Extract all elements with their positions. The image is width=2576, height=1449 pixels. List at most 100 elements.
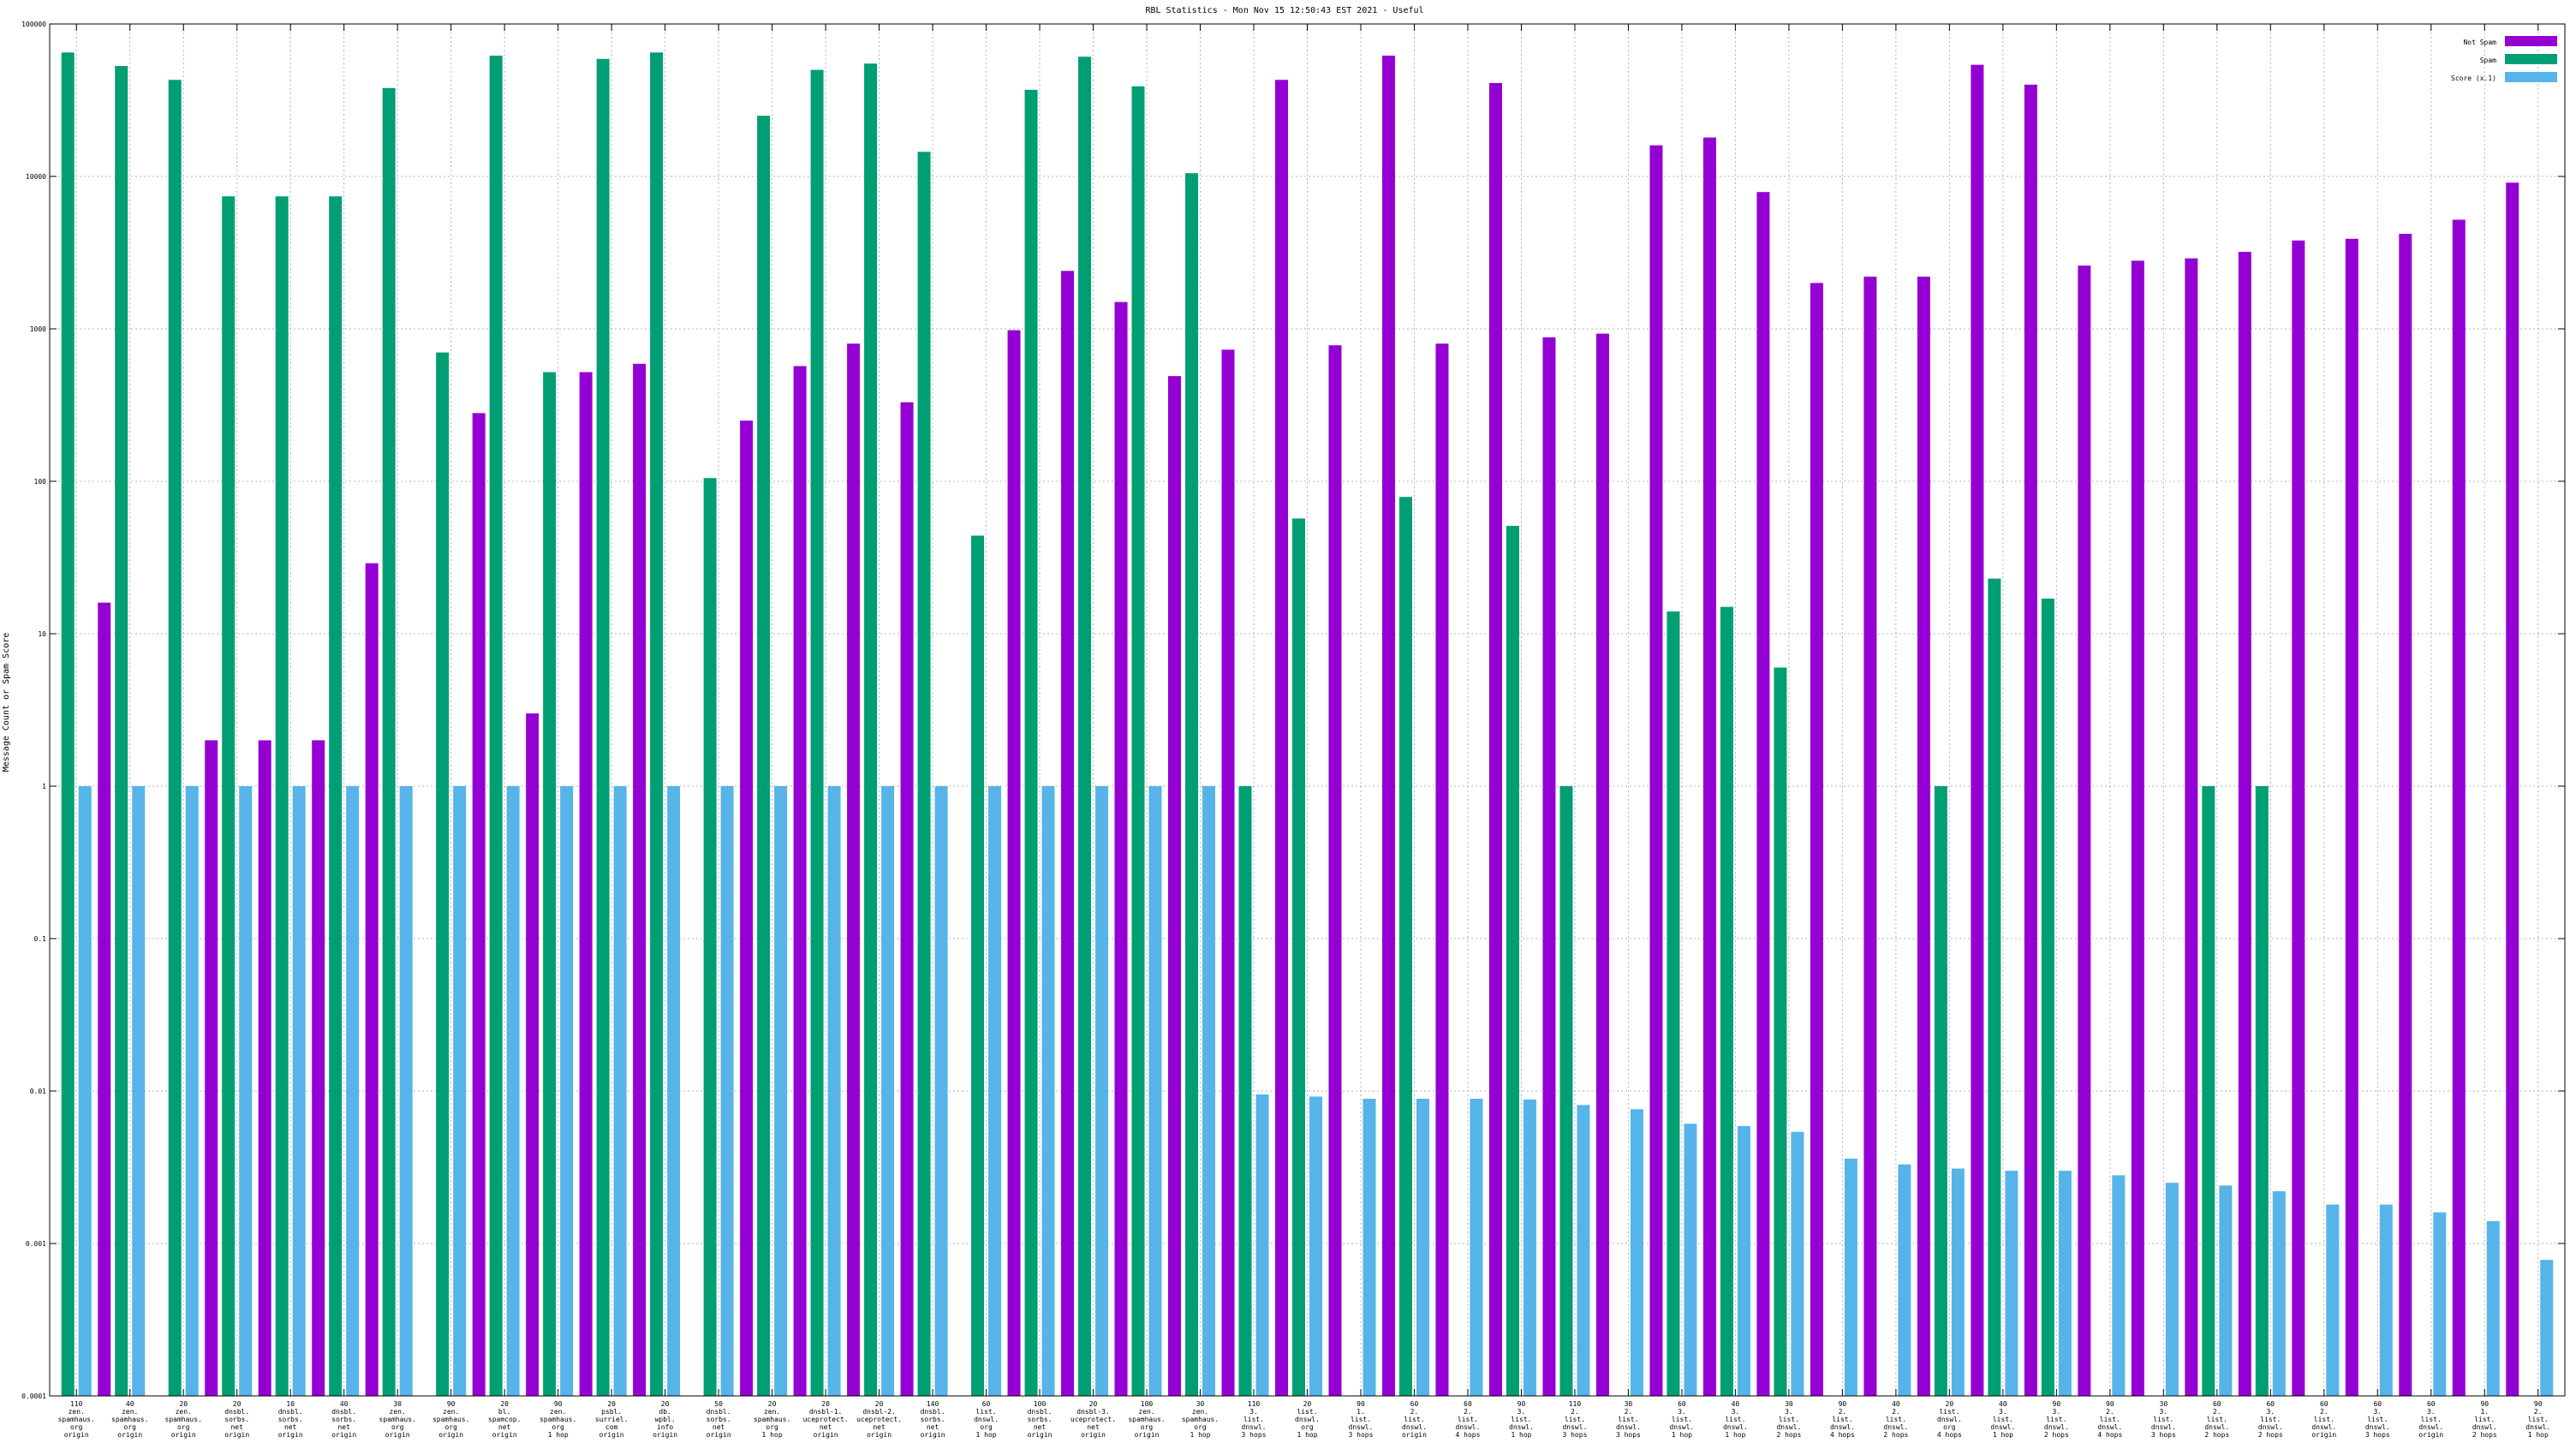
x-tick-label-line: 3 hops	[1562, 1431, 1587, 1439]
bar-spam	[1398, 497, 1412, 1396]
x-tick-label-line: dnswl.	[2097, 1423, 2122, 1431]
x-tick-label: 40 3. list. dnswl. 1 hop	[1990, 1400, 2015, 1439]
x-tick-label-line: dnswl.	[2151, 1423, 2176, 1431]
x-tick-label: 90 zen. spamhaus. org origin	[432, 1400, 469, 1439]
bar-score-x-1	[292, 786, 306, 1396]
x-tick-label-line: 1 hop	[976, 1431, 997, 1439]
x-tick-label-line: org	[552, 1423, 564, 1431]
x-tick-label-line: sorbs.	[278, 1416, 303, 1423]
bar-spam	[168, 80, 182, 1396]
bar-spam	[864, 63, 878, 1396]
x-tick-label-line: 1 hop	[1297, 1431, 1317, 1439]
x-tick-label: 30 zen. spamhaus. org 1 hop	[1182, 1400, 1219, 1439]
x-tick-label-line: 90	[554, 1400, 563, 1408]
bar-score-x-1	[1737, 1125, 1750, 1396]
x-tick-label-line: 20	[875, 1400, 884, 1408]
x-tick-label-line: 2.	[1625, 1408, 1633, 1416]
x-tick-label-line: list.	[1618, 1416, 1638, 1423]
bar-not-spam	[2078, 265, 2091, 1396]
x-tick-label-line: 20	[1089, 1400, 1098, 1408]
bar-not-spam	[1863, 277, 1877, 1396]
x-tick-label-line: spamhaus.	[1182, 1416, 1219, 1423]
x-tick-label-line: 2.	[2320, 1408, 2329, 1416]
bar-not-spam	[1168, 376, 1182, 1396]
bar-not-spam	[365, 563, 379, 1396]
x-tick-label-line: 60	[2373, 1400, 2382, 1408]
bar-not-spam	[526, 713, 540, 1396]
x-tick-label-line: list.	[1511, 1416, 1531, 1423]
x-tick-label-line: 100	[1141, 1400, 1154, 1408]
x-tick-label-line: 3 hops	[1242, 1431, 1267, 1439]
bar-score-x-1	[613, 786, 627, 1396]
x-tick-label-line: 40	[1732, 1400, 1740, 1408]
x-tick-label-line: origin	[599, 1431, 624, 1439]
x-tick-label-line: 90	[2053, 1400, 2061, 1408]
x-tick-label-line: 90	[2480, 1400, 2489, 1408]
x-tick-label-line: spamhaus.	[379, 1416, 416, 1423]
x-tick-label: 20 dnsbl-3. uceprotect. net origin	[1070, 1400, 1116, 1439]
x-tick-label-line: net	[1087, 1423, 1100, 1431]
bar-score-x-1	[506, 786, 520, 1396]
bar-not-spam	[2292, 240, 2305, 1396]
bar-score-x-1	[1148, 786, 1162, 1396]
x-tick-label: 90 3. list. dnswl. 1 hop	[1509, 1400, 1534, 1439]
x-tick-label-line: list.	[976, 1408, 997, 1416]
x-tick-label: 60 2. list. dnswl. origin	[1402, 1400, 1427, 1439]
bar-spam	[810, 69, 824, 1396]
y-tick-label: 0.0001	[21, 1392, 46, 1400]
bar-score-x-1	[78, 786, 92, 1396]
x-tick-label-line: 3.	[2373, 1408, 2382, 1416]
y-tick-label: 100	[34, 478, 47, 486]
bar-score-x-1	[2433, 1212, 2447, 1396]
x-tick-label-line: dnswl.	[1242, 1423, 1267, 1431]
x-tick-label-line: net	[713, 1423, 725, 1431]
x-tick-label-line: 1.	[2480, 1408, 2489, 1416]
x-tick-label-line: net	[337, 1423, 350, 1431]
x-tick-label-line: 60	[2320, 1400, 2329, 1408]
bar-not-spam	[1595, 333, 1609, 1396]
x-tick-label-line: 40	[1999, 1400, 2007, 1408]
gridlines	[50, 24, 2565, 1396]
bar-not-spam	[2238, 252, 2251, 1397]
x-tick-label-line: origin	[2418, 1431, 2443, 1439]
x-tick-label-line: 2.	[1892, 1408, 1900, 1416]
x-tick-label: 110 zen. spamhaus. org origin	[58, 1400, 95, 1439]
x-tick-label-line: org	[980, 1423, 993, 1431]
x-tick-label-line: 110	[70, 1400, 83, 1408]
x-tick-label-line: list.	[1458, 1416, 1478, 1423]
bar-score-x-1	[453, 786, 467, 1396]
x-tick-label-line: origin	[867, 1431, 891, 1439]
x-tick-label-line: zen.	[550, 1408, 566, 1416]
bar-score-x-1	[934, 786, 948, 1396]
x-tick-label-line: 3.	[1678, 1408, 1686, 1416]
x-tick-label-line: origin	[171, 1431, 196, 1439]
bar-score-x-1	[774, 786, 788, 1396]
bar-not-spam	[2452, 219, 2466, 1396]
bar-score-x-1	[881, 786, 895, 1396]
x-tick-label-line: list.	[1672, 1416, 1692, 1423]
x-tick-label: 60 list. dnswl. org 1 hop	[974, 1400, 999, 1439]
bar-not-spam	[2024, 84, 2037, 1396]
bar-score-x-1	[346, 786, 360, 1396]
x-tick-label-line: origin	[1402, 1431, 1427, 1439]
x-tick-label: 20 dnsbl-1. uceprotect. net origin	[803, 1400, 849, 1439]
bar-spam	[1185, 173, 1199, 1397]
x-tick-label: 30 2. list. dnswl. 3 hops	[1616, 1400, 1641, 1439]
x-tick-label: 60 2. list. dnswl. 2 hops	[2204, 1400, 2229, 1439]
x-tick-label-line: 1 hop	[548, 1431, 569, 1439]
bar-spam	[703, 478, 717, 1397]
x-tick-label-line: dnsbl.	[224, 1408, 249, 1416]
bar-spam	[1720, 606, 1733, 1396]
x-tick-label-line: 90	[1518, 1400, 1526, 1408]
x-tick-label-line: list.	[1725, 1416, 1745, 1423]
x-tick-label-line: org	[444, 1423, 457, 1431]
x-tick-label-line: 3.	[2160, 1408, 2168, 1416]
y-tick-label: 1	[42, 783, 46, 790]
x-tick-label: 50 dnsbl. sorbs. net origin	[707, 1400, 731, 1439]
x-tick-label-line: origin	[2311, 1431, 2336, 1439]
x-tick-label-line: zen.	[122, 1408, 138, 1416]
x-tick-label-line: 60	[2213, 1400, 2221, 1408]
x-tick-label-line: 3.	[1999, 1408, 2007, 1416]
x-tick-label-line: dnswl.	[2365, 1423, 2390, 1431]
bar-not-spam	[1328, 345, 1342, 1396]
